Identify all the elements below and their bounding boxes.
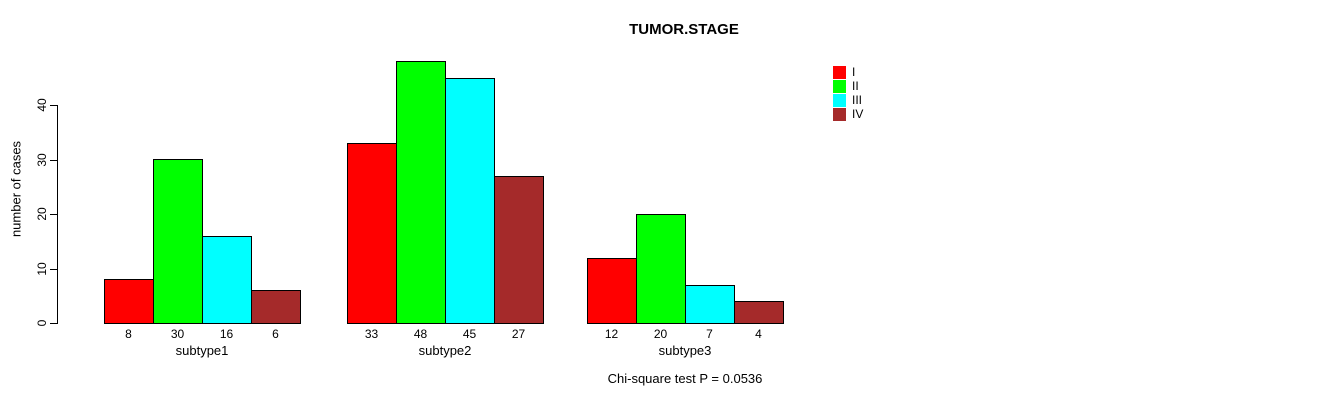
bar [685,285,735,324]
legend: I II III IV [833,66,863,122]
bar [251,290,301,324]
y-tick-label: 30 [35,153,49,167]
bar-value-label: 48 [413,327,428,341]
bar [347,143,397,324]
legend-label: I [852,65,856,79]
bar-value-label: 8 [125,327,132,341]
y-tick [50,160,57,161]
bar-value-label: 20 [653,327,668,341]
y-tick [50,214,57,215]
y-tick [50,269,57,270]
legend-item: II [833,80,863,93]
bar [587,258,637,324]
legend-swatch [833,94,846,107]
bar [396,61,446,324]
bar-value-label: 30 [170,327,185,341]
legend-item: I [833,66,863,79]
bar-value-label: 27 [511,327,526,341]
bar-value-label: 12 [604,327,619,341]
bar [445,78,495,324]
bar-value-label: 7 [706,327,713,341]
y-tick-label: 40 [35,98,49,112]
y-tick [50,323,57,324]
legend-label: II [852,79,859,93]
x-category-label: subtype2 [418,343,472,358]
legend-label: IV [852,107,864,121]
legend-swatch [833,108,846,121]
bar [494,176,544,324]
y-tick [50,105,57,106]
y-axis-title: number of cases [8,140,24,238]
bar [202,236,252,324]
annotation-chi-square: Chi-square test P = 0.0536 [607,371,763,386]
y-tick-label: 20 [35,207,49,221]
y-tick-label: 0 [35,319,49,327]
bar [153,159,203,324]
legend-item: IV [833,108,863,121]
x-category-label: subtype1 [175,343,229,358]
bar-value-label: 4 [755,327,762,341]
legend-item: III [833,94,863,107]
legend-swatch [833,66,846,79]
x-category-label: subtype3 [658,343,712,358]
y-tick-label: 10 [35,262,49,276]
bar-value-label: 45 [462,327,477,341]
bar [104,279,154,324]
legend-label: III [852,93,863,107]
bar-value-label: 16 [219,327,234,341]
bar [636,214,686,324]
chart-title: TUMOR.STAGE [629,21,739,38]
y-axis-line [57,105,58,324]
bar [734,301,784,324]
bar-value-label: 33 [364,327,379,341]
legend-swatch [833,80,846,93]
bar-value-label: 6 [272,327,279,341]
